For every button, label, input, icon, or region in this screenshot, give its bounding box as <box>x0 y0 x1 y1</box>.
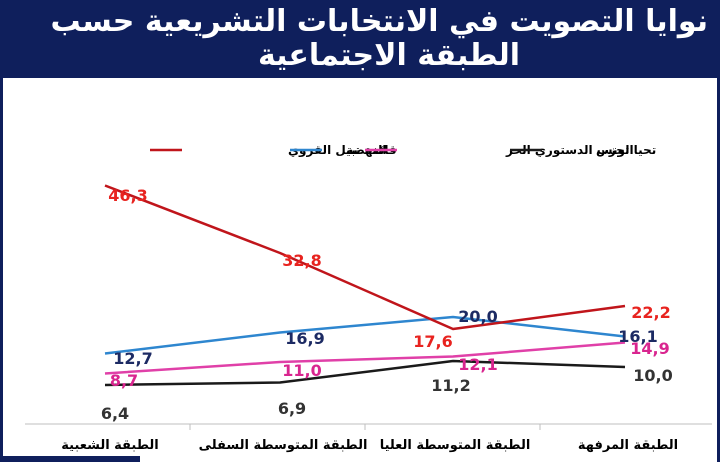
data-label-s1-p2: 32,8 <box>282 251 321 270</box>
data-label-s2-p3: 20,0 <box>458 307 497 326</box>
legend-label-4: تحيا تونس <box>596 143 656 158</box>
legend-label-3: الحزب الدستوري الحر <box>505 143 634 158</box>
data-label-s3-p4: 14,9 <box>630 339 669 358</box>
corner-bar <box>0 456 140 462</box>
series-line-1 <box>104 184 626 331</box>
data-label-s1-p4: 22,2 <box>631 303 670 322</box>
x-tick-label-1: الطبقة الشعبية <box>61 438 158 453</box>
x-tick-label-4: الطبقة المرفهة <box>578 438 678 453</box>
series-line-3 <box>104 341 626 375</box>
data-label-s1-p1: 46,3 <box>108 186 147 205</box>
data-label-s2-p2: 16,9 <box>285 329 324 348</box>
left-border <box>0 78 3 462</box>
legend-label-1: قائمة نبيل القروي <box>288 143 397 158</box>
data-label-s1-p3: 17,6 <box>413 332 452 351</box>
series-line-2 <box>104 315 626 355</box>
data-label-s4-p3: 11,2 <box>431 376 470 395</box>
x-tick-label-3: الطبقة المتوسطة العليا <box>380 438 531 453</box>
data-label-s4-p2: 6,9 <box>278 399 306 418</box>
data-label-s2-p4: 16,1 <box>618 327 657 346</box>
data-label-s3-p1: 8,7 <box>110 371 138 390</box>
series-line-4 <box>104 359 626 387</box>
data-label-s3-p2: 11,0 <box>282 361 321 380</box>
data-label-s3-p3: 12,1 <box>458 355 497 374</box>
right-border <box>717 78 720 462</box>
title-banner: نوايا التصويت في الانتخابات التشريعية حس… <box>0 0 720 78</box>
chart-title-line2: الطبقة الاجتماعية <box>257 38 520 73</box>
data-label-s4-p1: 6,4 <box>101 404 129 423</box>
data-label-s4-p4: 10,0 <box>633 366 672 385</box>
data-label-s2-p1: 12,7 <box>113 349 152 368</box>
chart-title-line1: نوايا التصويت في الانتخابات التشريعية حس… <box>50 4 708 39</box>
x-tick-label-2: الطبقة المتوسطة السفلى <box>199 438 368 453</box>
